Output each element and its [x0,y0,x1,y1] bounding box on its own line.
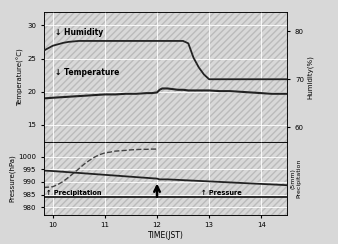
Text: ↓ Humidity: ↓ Humidity [55,28,104,37]
X-axis label: TIME(JST): TIME(JST) [148,231,184,240]
Y-axis label: Temperature(°C): Temperature(°C) [17,48,25,106]
Text: ↑ Precipitation: ↑ Precipitation [46,190,101,196]
Text: ↑ Pressure: ↑ Pressure [201,190,242,196]
Text: ↓ Temperature: ↓ Temperature [55,68,120,77]
Y-axis label: Pressure(hPa): Pressure(hPa) [9,154,16,202]
Y-axis label: Humidity(%): Humidity(%) [307,55,313,99]
Y-axis label: (5mm)
Precipitation: (5mm) Precipitation [290,158,301,198]
